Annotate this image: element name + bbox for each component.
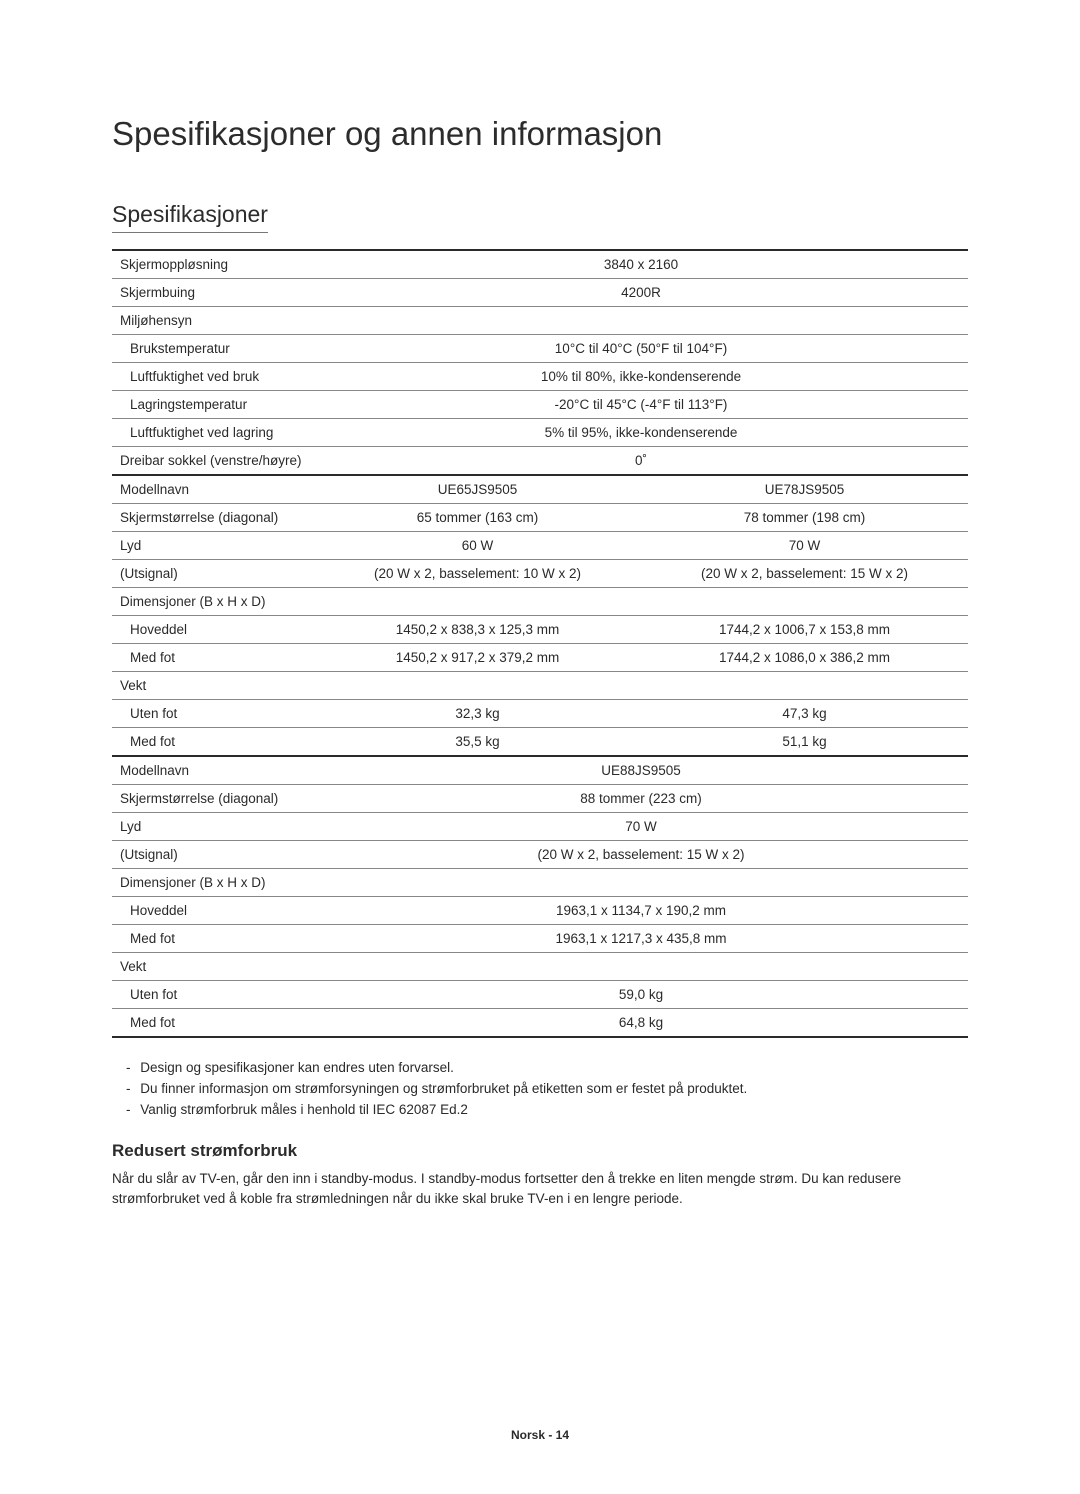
spec-value xyxy=(314,672,641,700)
spec-label: Brukstemperatur xyxy=(112,335,314,363)
spec-label: Luftfuktighet ved bruk xyxy=(112,363,314,391)
spec-value: 64,8 kg xyxy=(314,1009,968,1038)
spec-label: Dimensjoner (B x H x D) xyxy=(112,588,314,616)
spec-value: 65 tommer (163 cm) xyxy=(314,504,641,532)
spec-value: (20 W x 2, basselement: 15 W x 2) xyxy=(641,560,968,588)
spec-value xyxy=(314,953,968,981)
spec-label: Hoveddel xyxy=(112,616,314,644)
spec-label: Med fot xyxy=(112,1009,314,1038)
spec-value: 70 W xyxy=(641,532,968,560)
spec-value: 47,3 kg xyxy=(641,700,968,728)
spec-label: Miljøhensyn xyxy=(112,307,314,335)
spec-value: 88 tommer (223 cm) xyxy=(314,785,968,813)
spec-label: Lyd xyxy=(112,532,314,560)
page-footer: Norsk - 14 xyxy=(0,1428,1080,1442)
spec-value: 3840 x 2160 xyxy=(314,250,968,279)
spec-label: Vekt xyxy=(112,672,314,700)
sub-heading: Redusert strømforbruk xyxy=(112,1141,968,1161)
spec-value: -20°C til 45°C (-4°F til 113°F) xyxy=(314,391,968,419)
spec-table: Skjermoppløsning3840 x 2160Skjermbuing42… xyxy=(112,249,968,1038)
spec-value: 1963,1 x 1134,7 x 190,2 mm xyxy=(314,897,968,925)
spec-label: Dimensjoner (B x H x D) xyxy=(112,869,314,897)
spec-label: Med fot xyxy=(112,644,314,672)
spec-label: (Utsignal) xyxy=(112,841,314,869)
spec-label: Dreibar sokkel (venstre/høyre) xyxy=(112,447,314,476)
spec-label: Modellnavn xyxy=(112,756,314,785)
spec-label: Uten fot xyxy=(112,981,314,1009)
spec-value: 70 W xyxy=(314,813,968,841)
body-paragraph: Når du slår av TV-en, går den inn i stan… xyxy=(112,1169,968,1208)
spec-value: UE88JS9505 xyxy=(314,756,968,785)
notes-list: Design og spesifikasjoner kan endres ute… xyxy=(126,1060,968,1117)
spec-value: UE65JS9505 xyxy=(314,475,641,504)
spec-value: 32,3 kg xyxy=(314,700,641,728)
spec-label: Med fot xyxy=(112,925,314,953)
spec-value: 1963,1 x 1217,3 x 435,8 mm xyxy=(314,925,968,953)
note-item: Du finner informasjon om strømforsyninge… xyxy=(126,1081,968,1096)
spec-label: Med fot xyxy=(112,728,314,757)
spec-value xyxy=(314,307,968,335)
spec-label: Hoveddel xyxy=(112,897,314,925)
spec-value xyxy=(314,588,641,616)
spec-label: Skjermstørrelse (diagonal) xyxy=(112,504,314,532)
spec-value: (20 W x 2, basselement: 10 W x 2) xyxy=(314,560,641,588)
spec-label: Lagringstemperatur xyxy=(112,391,314,419)
note-item: Vanlig strømforbruk måles i henhold til … xyxy=(126,1102,968,1117)
spec-label: (Utsignal) xyxy=(112,560,314,588)
spec-label: Uten fot xyxy=(112,700,314,728)
spec-value xyxy=(314,869,968,897)
spec-label: Skjermstørrelse (diagonal) xyxy=(112,785,314,813)
spec-value: 0˚ xyxy=(314,447,968,476)
spec-value: 10°C til 40°C (50°F til 104°F) xyxy=(314,335,968,363)
spec-value: 60 W xyxy=(314,532,641,560)
spec-value xyxy=(641,672,968,700)
spec-value: 51,1 kg xyxy=(641,728,968,757)
spec-value: 5% til 95%, ikke-kondenserende xyxy=(314,419,968,447)
spec-value: 35,5 kg xyxy=(314,728,641,757)
spec-value: 78 tommer (198 cm) xyxy=(641,504,968,532)
spec-label: Skjermoppløsning xyxy=(112,250,314,279)
spec-value: 10% til 80%, ikke-kondenserende xyxy=(314,363,968,391)
spec-value: 1744,2 x 1006,7 x 153,8 mm xyxy=(641,616,968,644)
spec-label: Skjermbuing xyxy=(112,279,314,307)
section-heading: Spesifikasjoner xyxy=(112,201,268,233)
spec-label: Luftfuktighet ved lagring xyxy=(112,419,314,447)
spec-value xyxy=(641,588,968,616)
spec-value: UE78JS9505 xyxy=(641,475,968,504)
spec-value: (20 W x 2, basselement: 15 W x 2) xyxy=(314,841,968,869)
note-item: Design og spesifikasjoner kan endres ute… xyxy=(126,1060,968,1075)
spec-label: Vekt xyxy=(112,953,314,981)
spec-value: 1450,2 x 838,3 x 125,3 mm xyxy=(314,616,641,644)
spec-value: 1450,2 x 917,2 x 379,2 mm xyxy=(314,644,641,672)
spec-value: 4200R xyxy=(314,279,968,307)
page-title: Spesifikasjoner og annen informasjon xyxy=(112,115,968,153)
spec-value: 1744,2 x 1086,0 x 386,2 mm xyxy=(641,644,968,672)
spec-label: Modellnavn xyxy=(112,475,314,504)
spec-label: Lyd xyxy=(112,813,314,841)
page: Spesifikasjoner og annen informasjon Spe… xyxy=(0,0,1080,1494)
spec-value: 59,0 kg xyxy=(314,981,968,1009)
